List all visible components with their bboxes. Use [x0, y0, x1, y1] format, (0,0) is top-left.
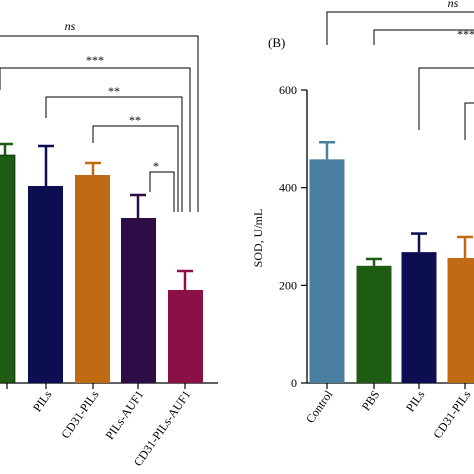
panel-b-bar: [356, 265, 392, 383]
panel-a-bar: [121, 218, 156, 383]
panel-a: * ** ** *** ns PILs CD31-PILs PILs-AUF1 …: [0, 19, 218, 469]
panel-b: (B) SOD, U/mL 0 200 400 600 ns *** Control P…: [251, 0, 474, 441]
panel-a-sig-label: ns: [65, 19, 76, 33]
panel-b-category-label: Control: [303, 387, 336, 426]
panel-b-sig-label: ns: [448, 0, 459, 10]
panel-b-bracket-1: [326, 11, 474, 45]
panel-a-bracket-5: [0, 35, 199, 212]
panel-b-bracket-2: [373, 29, 474, 45]
panel-b-bar: [447, 257, 474, 383]
panel-a-category-label: PILs: [30, 387, 55, 414]
panel-a-sig-label: ***: [86, 53, 104, 67]
panel-a-sig-label: **: [108, 84, 120, 98]
panel-a-sig-label: *: [153, 159, 159, 173]
panel-a-bracket-3: [45, 96, 183, 212]
panel-a-category-label: PILs-AUF1: [102, 388, 146, 442]
panel-b-bar: [401, 252, 437, 383]
panel-b-sig-label: ***: [457, 27, 474, 41]
panel-b-y-tick-label: 600: [279, 83, 297, 97]
panel-b-category-label: PBS: [359, 388, 383, 414]
panel-b-bracket-4: [464, 102, 474, 140]
panel-a-bar: [168, 290, 203, 383]
panel-a-bracket-1: [149, 171, 175, 212]
panel-b-y-axis-label: SOD, U/mL: [251, 209, 265, 268]
panel-a-bracket-2: [92, 125, 179, 212]
panel-b-label: (B): [268, 35, 285, 50]
panel-b-bracket-3: [418, 67, 474, 130]
panel-b-bars: [309, 141, 474, 389]
panel-a-sig-label: **: [129, 113, 141, 127]
panel-a-bar: [0, 154, 16, 384]
panel-a-bar: [75, 175, 110, 383]
panel-a-category-label: CD31-PILs: [58, 387, 101, 441]
panel-b-bar: [309, 159, 345, 383]
panel-b-y-tick-label: 400: [279, 181, 297, 195]
panel-b-y-tick-label: 0: [291, 376, 297, 390]
panel-a-bracket-4: [0, 67, 191, 212]
panel-b-category-label: CD31-PILs: [430, 387, 473, 441]
panel-b-y-ticks: 0 200 400 600: [279, 83, 307, 390]
panel-b-y-tick-label: 200: [279, 278, 297, 292]
panel-a-bar: [28, 186, 63, 383]
panel-b-category-label: PILs: [403, 387, 428, 414]
